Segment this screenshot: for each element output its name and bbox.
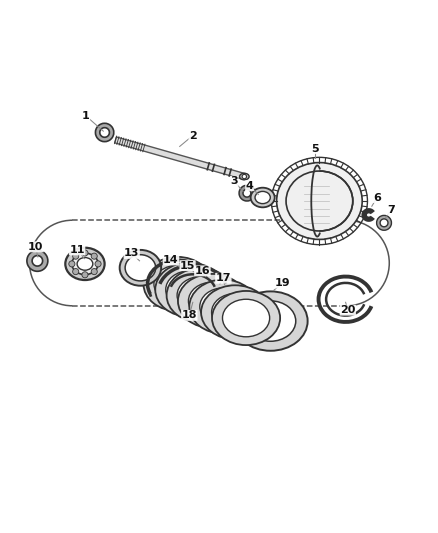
Ellipse shape xyxy=(240,173,249,180)
Circle shape xyxy=(82,272,88,278)
Text: 13: 13 xyxy=(124,248,139,259)
Ellipse shape xyxy=(189,280,258,334)
Text: 5: 5 xyxy=(311,143,319,154)
Circle shape xyxy=(95,261,101,267)
Circle shape xyxy=(69,261,75,267)
Ellipse shape xyxy=(125,255,155,281)
Ellipse shape xyxy=(212,294,259,331)
Text: 20: 20 xyxy=(340,305,356,315)
Wedge shape xyxy=(95,123,114,142)
Ellipse shape xyxy=(77,257,93,270)
Circle shape xyxy=(73,269,79,274)
Ellipse shape xyxy=(154,265,201,303)
Text: 6: 6 xyxy=(373,192,381,203)
Text: 19: 19 xyxy=(275,278,290,288)
Ellipse shape xyxy=(72,253,98,274)
Text: 18: 18 xyxy=(182,310,197,320)
Text: 14: 14 xyxy=(163,255,179,265)
Ellipse shape xyxy=(155,263,223,317)
Ellipse shape xyxy=(233,292,307,351)
Text: 7: 7 xyxy=(388,205,396,215)
Ellipse shape xyxy=(201,285,269,340)
Ellipse shape xyxy=(255,191,270,204)
Text: 2: 2 xyxy=(189,131,197,141)
Text: 15: 15 xyxy=(180,261,195,271)
Text: 17: 17 xyxy=(215,273,231,283)
Text: 3: 3 xyxy=(230,176,238,187)
Ellipse shape xyxy=(212,291,280,345)
Text: 16: 16 xyxy=(194,266,210,276)
Ellipse shape xyxy=(245,301,296,341)
Circle shape xyxy=(73,253,79,259)
Text: 11: 11 xyxy=(69,245,85,255)
Ellipse shape xyxy=(177,277,224,314)
Ellipse shape xyxy=(144,257,212,311)
Polygon shape xyxy=(115,137,245,180)
Ellipse shape xyxy=(251,188,275,207)
Text: 4: 4 xyxy=(246,181,254,191)
Circle shape xyxy=(91,269,97,274)
Wedge shape xyxy=(27,251,48,271)
Wedge shape xyxy=(239,185,255,201)
Ellipse shape xyxy=(223,299,270,337)
Ellipse shape xyxy=(188,282,236,320)
Text: 1: 1 xyxy=(82,111,90,121)
Ellipse shape xyxy=(200,288,247,326)
Circle shape xyxy=(91,253,97,259)
Circle shape xyxy=(242,174,247,179)
Ellipse shape xyxy=(277,163,362,239)
Wedge shape xyxy=(377,215,392,230)
Ellipse shape xyxy=(178,274,246,328)
Text: 10: 10 xyxy=(28,242,43,252)
Circle shape xyxy=(82,250,88,256)
Ellipse shape xyxy=(166,271,213,309)
Ellipse shape xyxy=(65,248,105,280)
Ellipse shape xyxy=(166,268,235,322)
Ellipse shape xyxy=(120,250,161,286)
